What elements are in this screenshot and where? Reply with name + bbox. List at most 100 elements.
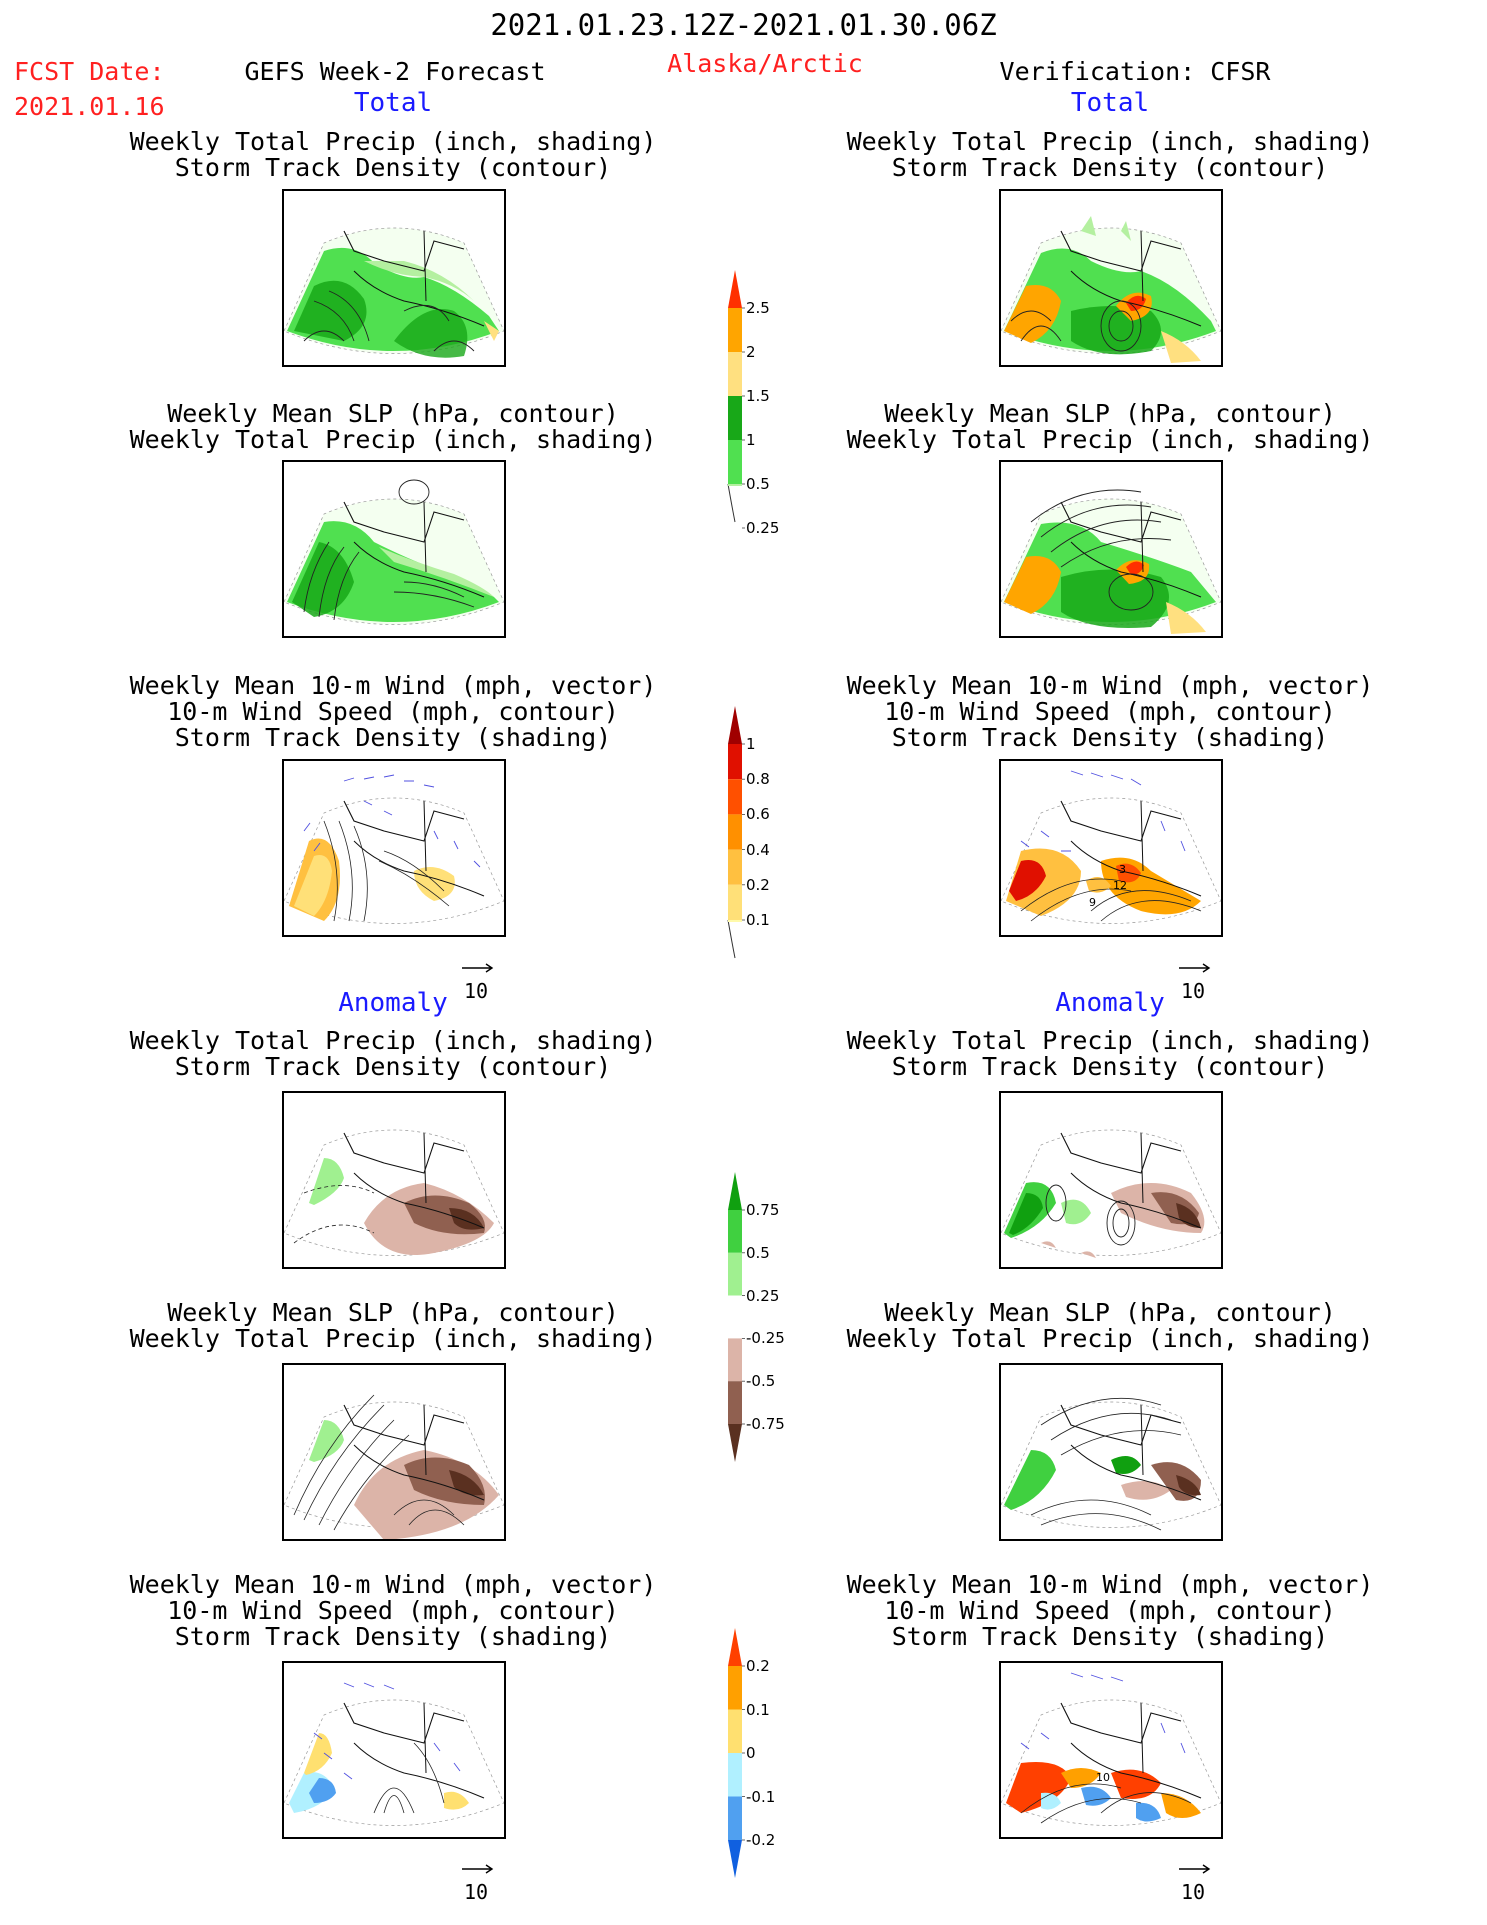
colorbar-swatch — [728, 1796, 742, 1840]
colorbar-swatch — [728, 440, 742, 484]
colorbar-swatch — [728, 884, 742, 920]
map-forecast-precip-anom — [282, 1091, 506, 1269]
colorbar-label: 0.5 — [746, 475, 770, 493]
colorbar-swatch — [728, 920, 742, 922]
colorbar-label: 0.6 — [746, 805, 770, 824]
colorbar-label: 0.1 — [746, 1700, 770, 1719]
colorbar-swatch — [728, 1295, 742, 1339]
panel-title: Weekly Mean SLP (hPa, contour) Weekly Tot… — [846, 1298, 1374, 1353]
colorbar-swatch — [728, 1709, 742, 1753]
colorbar-swatch — [728, 1840, 742, 1878]
colorbar-label: -0.25 — [746, 1329, 785, 1348]
colorbar-tail — [727, 919, 736, 959]
map-forecast-precip-track — [282, 189, 506, 367]
panel-title: Weekly Mean SLP (hPa, contour) Weekly Tot… — [129, 399, 657, 454]
panel-title: Weekly Total Precip (inch, shading) Storm… — [129, 127, 657, 182]
contour-label: 10 — [1096, 1771, 1110, 1784]
section-anomaly-left: Anomaly — [338, 988, 448, 1018]
colorbar-swatch — [728, 1210, 742, 1253]
panel-title: Weekly Mean 10-m Wind (mph, vector) 10-m … — [846, 1570, 1374, 1651]
colorbar-label: -0.75 — [746, 1415, 785, 1433]
colorbar-precip-total: 2.5 2 1.5 1 0.5 0.25 — [720, 270, 790, 560]
section-total-right: Total — [1070, 88, 1150, 118]
colorbar-swatch — [728, 814, 742, 850]
panel-title: Weekly Total Precip (inch, shading) Storm… — [846, 1026, 1374, 1081]
panel-title: Weekly Total Precip (inch, shading) Storm… — [129, 1026, 657, 1081]
colorbar-label: 0.2 — [746, 875, 770, 894]
period-title: 2021.01.23.12Z-2021.01.30.06Z — [490, 8, 997, 42]
colorbar-label: 0.1 — [746, 911, 770, 929]
contour-label: 3 — [1119, 863, 1126, 876]
colorbar-swatch — [728, 1172, 742, 1210]
colorbar-label: 2 — [746, 343, 756, 361]
colorbar-swatch — [728, 1753, 742, 1797]
colorbar-swatch — [728, 849, 742, 885]
fcst-date-value: 2021.01.16 — [14, 92, 165, 121]
colorbar-label: 0.25 — [746, 519, 780, 537]
vector-scale-left-anom: 10 — [460, 1856, 496, 1904]
colorbar-label: 0 — [746, 1744, 756, 1762]
verification-title: Verification: CFSR — [999, 57, 1271, 86]
colorbar-swatch — [728, 1628, 742, 1666]
colorbar-swatch — [728, 1338, 742, 1382]
panel-title: Weekly Mean SLP (hPa, contour) Weekly Tot… — [129, 1298, 657, 1353]
map-observed-wind-track: 9 3 12 — [999, 759, 1223, 937]
colorbar-swatch — [728, 308, 742, 352]
vector-arrow-icon — [462, 963, 494, 973]
vector-arrow-icon — [1179, 1864, 1211, 1874]
model-title: GEFS Week-2 Forecast — [244, 57, 546, 86]
vector-scale-left-total: 10 — [460, 955, 496, 1003]
colorbar-swatch — [728, 396, 742, 440]
colorbar-swatch — [728, 484, 742, 486]
panel-title: Weekly Mean 10-m Wind (mph, vector) 10-m … — [129, 1570, 657, 1651]
colorbar-swatch — [728, 270, 742, 308]
colorbar-swatch — [728, 1666, 742, 1710]
colorbar-label: 0.25 — [746, 1286, 780, 1305]
colorbar-swatch — [728, 744, 742, 780]
colorbar-label: 0.8 — [746, 770, 770, 789]
map-observed-slp-anom — [999, 1363, 1223, 1541]
colorbar-tail — [727, 483, 736, 523]
colorbar-label: -0.1 — [746, 1787, 776, 1806]
vector-arrow-icon — [462, 1864, 494, 1874]
colorbar-track-anom: 0.2 0.1 0 -0.1 -0.2 — [720, 1628, 790, 1878]
fcst-date-label: FCST Date: — [14, 57, 165, 86]
section-total-left: Total — [353, 88, 433, 118]
colorbar-swatch — [728, 1424, 742, 1462]
map-forecast-wind-track — [282, 759, 506, 937]
vector-scale-right-anom: 10 — [1177, 1856, 1213, 1904]
colorbar-label: 0.5 — [746, 1243, 770, 1262]
map-observed-precip-track — [999, 189, 1223, 367]
map-forecast-wind-anom — [282, 1661, 506, 1839]
colorbar-label: 1.5 — [746, 387, 770, 405]
colorbar-track-total: 1 0.8 0.6 0.4 0.2 0.1 — [720, 706, 790, 996]
colorbar-swatch — [728, 1252, 742, 1296]
region-title: Alaska/Arctic — [667, 49, 863, 78]
colorbar-swatch — [728, 779, 742, 815]
colorbar-swatch — [728, 706, 742, 744]
colorbar-label: 0.2 — [746, 1657, 770, 1675]
colorbar-precip-anom: 0.75 0.5 0.25 -0.25 -0.5 -0.75 — [720, 1172, 790, 1462]
contour-label: 9 — [1089, 896, 1096, 909]
map-observed-wind-anom: 10 — [999, 1661, 1223, 1839]
colorbar-swatch — [728, 352, 742, 396]
map-observed-precip-anom — [999, 1091, 1223, 1269]
map-forecast-slp-anom — [282, 1363, 506, 1541]
colorbar-label: 2.5 — [746, 299, 770, 317]
colorbar-label: 1 — [746, 431, 756, 449]
contour-label: 12 — [1113, 879, 1127, 892]
colorbar-label: 0.75 — [746, 1201, 780, 1219]
colorbar-label: 1 — [746, 735, 756, 753]
panel-title: Weekly Mean 10-m Wind (mph, vector) 10-m … — [129, 671, 657, 752]
colorbar-label: -0.5 — [746, 1372, 776, 1391]
panel-title: Weekly Mean 10-m Wind (mph, vector) 10-m … — [846, 671, 1374, 752]
map-forecast-slp-precip — [282, 460, 506, 638]
panel-title: Weekly Mean SLP (hPa, contour) Weekly Tot… — [846, 399, 1374, 454]
panel-title: Weekly Total Precip (inch, shading) Storm… — [846, 127, 1374, 182]
section-anomaly-right: Anomaly — [1055, 988, 1165, 1018]
colorbar-swatch — [728, 1381, 742, 1424]
vector-scale-right-total: 10 — [1177, 955, 1213, 1003]
map-observed-slp-precip — [999, 460, 1223, 638]
colorbar-label: -0.2 — [746, 1831, 776, 1849]
